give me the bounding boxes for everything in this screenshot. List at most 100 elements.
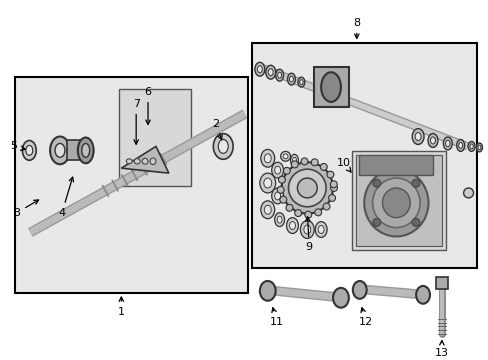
Ellipse shape bbox=[279, 196, 286, 203]
Ellipse shape bbox=[78, 138, 93, 163]
Text: 3: 3 bbox=[13, 200, 39, 218]
Ellipse shape bbox=[55, 143, 65, 157]
Ellipse shape bbox=[288, 169, 325, 207]
Ellipse shape bbox=[463, 188, 472, 198]
Bar bbox=[314, 67, 348, 107]
Text: 5: 5 bbox=[10, 141, 25, 152]
Ellipse shape bbox=[411, 129, 423, 144]
Text: 7: 7 bbox=[132, 99, 140, 144]
Ellipse shape bbox=[254, 62, 264, 76]
Ellipse shape bbox=[303, 225, 310, 234]
Ellipse shape bbox=[291, 161, 298, 168]
Ellipse shape bbox=[280, 151, 290, 161]
Ellipse shape bbox=[294, 210, 301, 216]
Ellipse shape bbox=[326, 171, 333, 178]
Bar bbox=[435, 277, 447, 289]
Ellipse shape bbox=[301, 158, 307, 165]
Ellipse shape bbox=[264, 205, 271, 214]
Bar bbox=[358, 155, 432, 175]
Ellipse shape bbox=[283, 167, 290, 174]
Ellipse shape bbox=[278, 176, 285, 183]
Ellipse shape bbox=[456, 139, 464, 151]
Ellipse shape bbox=[213, 134, 233, 159]
Ellipse shape bbox=[263, 178, 271, 188]
Ellipse shape bbox=[315, 222, 326, 238]
Text: 10: 10 bbox=[336, 158, 350, 172]
Ellipse shape bbox=[259, 173, 275, 193]
Bar bbox=[351, 151, 445, 250]
Ellipse shape bbox=[411, 179, 419, 187]
Ellipse shape bbox=[330, 185, 337, 192]
Text: 6: 6 bbox=[144, 87, 151, 125]
Ellipse shape bbox=[271, 162, 283, 178]
Ellipse shape bbox=[286, 218, 298, 234]
Ellipse shape bbox=[323, 203, 329, 210]
Ellipse shape bbox=[277, 72, 281, 78]
Ellipse shape bbox=[328, 194, 335, 202]
Ellipse shape bbox=[467, 141, 474, 151]
Bar bbox=[67, 140, 86, 160]
Ellipse shape bbox=[372, 219, 380, 226]
Ellipse shape bbox=[290, 154, 298, 166]
Text: 11: 11 bbox=[269, 308, 283, 327]
Ellipse shape bbox=[287, 73, 295, 85]
Ellipse shape bbox=[443, 137, 451, 150]
Ellipse shape bbox=[414, 132, 420, 140]
Ellipse shape bbox=[329, 181, 337, 188]
Ellipse shape bbox=[289, 76, 293, 82]
Ellipse shape bbox=[281, 162, 332, 214]
Ellipse shape bbox=[304, 211, 311, 218]
Text: 9: 9 bbox=[305, 217, 312, 252]
Ellipse shape bbox=[285, 204, 292, 211]
Ellipse shape bbox=[314, 209, 321, 216]
Ellipse shape bbox=[257, 66, 262, 73]
Ellipse shape bbox=[429, 137, 434, 144]
Ellipse shape bbox=[477, 145, 480, 150]
Ellipse shape bbox=[271, 188, 283, 204]
Ellipse shape bbox=[50, 136, 70, 164]
Polygon shape bbox=[121, 147, 168, 173]
Ellipse shape bbox=[445, 140, 449, 147]
Ellipse shape bbox=[300, 221, 314, 238]
Bar bbox=[119, 89, 190, 186]
Ellipse shape bbox=[364, 169, 427, 237]
Ellipse shape bbox=[318, 226, 324, 234]
Ellipse shape bbox=[299, 80, 303, 85]
Ellipse shape bbox=[292, 157, 296, 163]
Ellipse shape bbox=[289, 222, 295, 230]
Ellipse shape bbox=[275, 69, 283, 81]
Ellipse shape bbox=[475, 143, 482, 152]
Ellipse shape bbox=[320, 163, 326, 170]
Ellipse shape bbox=[310, 159, 318, 166]
Ellipse shape bbox=[321, 72, 340, 102]
Ellipse shape bbox=[274, 166, 280, 174]
Ellipse shape bbox=[277, 186, 284, 193]
Bar bbox=[251, 42, 476, 268]
Ellipse shape bbox=[332, 288, 348, 308]
Ellipse shape bbox=[352, 281, 366, 299]
Ellipse shape bbox=[372, 178, 419, 228]
Ellipse shape bbox=[264, 154, 271, 163]
Text: 12: 12 bbox=[358, 308, 372, 327]
Ellipse shape bbox=[260, 149, 274, 167]
Bar bbox=[355, 155, 441, 246]
Ellipse shape bbox=[150, 158, 156, 165]
Text: 8: 8 bbox=[352, 18, 360, 39]
Ellipse shape bbox=[265, 65, 275, 79]
Ellipse shape bbox=[218, 139, 228, 153]
Ellipse shape bbox=[277, 216, 282, 223]
Ellipse shape bbox=[268, 69, 273, 76]
Ellipse shape bbox=[22, 140, 36, 160]
Ellipse shape bbox=[382, 188, 409, 218]
Ellipse shape bbox=[259, 281, 275, 301]
Ellipse shape bbox=[297, 178, 317, 198]
Ellipse shape bbox=[134, 159, 140, 164]
Ellipse shape bbox=[415, 286, 429, 304]
Ellipse shape bbox=[26, 145, 33, 155]
Text: 4: 4 bbox=[58, 177, 73, 218]
Text: 13: 13 bbox=[434, 341, 448, 358]
Ellipse shape bbox=[274, 192, 280, 200]
Ellipse shape bbox=[283, 154, 287, 159]
Ellipse shape bbox=[372, 179, 380, 187]
Ellipse shape bbox=[411, 219, 419, 226]
